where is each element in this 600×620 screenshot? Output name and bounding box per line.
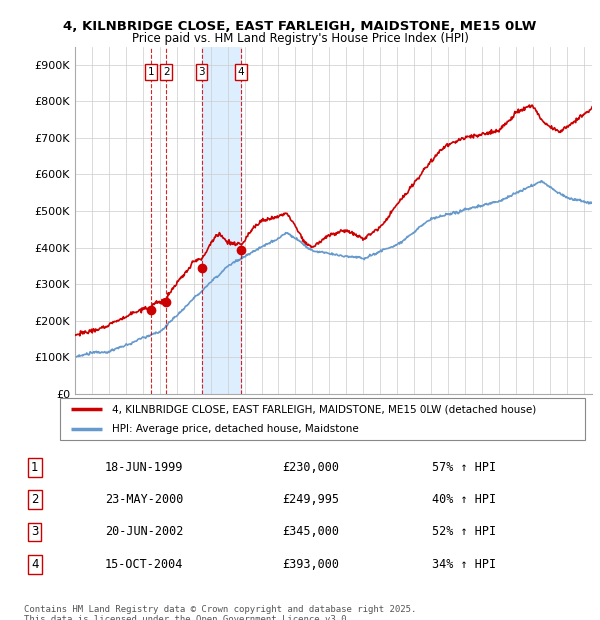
Text: 40% ↑ HPI: 40% ↑ HPI bbox=[432, 494, 496, 506]
Text: 15-OCT-2004: 15-OCT-2004 bbox=[105, 558, 184, 570]
Text: £345,000: £345,000 bbox=[282, 526, 339, 538]
Text: 3: 3 bbox=[198, 67, 205, 77]
Text: 2: 2 bbox=[163, 67, 170, 77]
Text: 3: 3 bbox=[31, 526, 38, 538]
Text: Price paid vs. HM Land Registry's House Price Index (HPI): Price paid vs. HM Land Registry's House … bbox=[131, 32, 469, 45]
Text: 23-MAY-2000: 23-MAY-2000 bbox=[105, 494, 184, 506]
Text: £230,000: £230,000 bbox=[282, 461, 339, 474]
Text: 4, KILNBRIDGE CLOSE, EAST FARLEIGH, MAIDSTONE, ME15 0LW (detached house): 4, KILNBRIDGE CLOSE, EAST FARLEIGH, MAID… bbox=[113, 404, 537, 414]
Text: 1: 1 bbox=[148, 67, 154, 77]
Text: 1: 1 bbox=[31, 461, 38, 474]
Text: £393,000: £393,000 bbox=[282, 558, 339, 570]
Text: Contains HM Land Registry data © Crown copyright and database right 2025.
This d: Contains HM Land Registry data © Crown c… bbox=[24, 604, 416, 620]
Text: 57% ↑ HPI: 57% ↑ HPI bbox=[432, 461, 496, 474]
FancyBboxPatch shape bbox=[60, 398, 585, 440]
Text: £249,995: £249,995 bbox=[282, 494, 339, 506]
Text: 4: 4 bbox=[31, 558, 38, 570]
Text: HPI: Average price, detached house, Maidstone: HPI: Average price, detached house, Maid… bbox=[113, 424, 359, 434]
Text: 4, KILNBRIDGE CLOSE, EAST FARLEIGH, MAIDSTONE, ME15 0LW: 4, KILNBRIDGE CLOSE, EAST FARLEIGH, MAID… bbox=[64, 20, 536, 33]
Text: 2: 2 bbox=[31, 494, 38, 506]
Text: 18-JUN-1999: 18-JUN-1999 bbox=[105, 461, 184, 474]
Bar bbox=[202, 46, 241, 394]
Text: 52% ↑ HPI: 52% ↑ HPI bbox=[432, 526, 496, 538]
Text: 20-JUN-2002: 20-JUN-2002 bbox=[105, 526, 184, 538]
Text: 4: 4 bbox=[238, 67, 244, 77]
Text: 34% ↑ HPI: 34% ↑ HPI bbox=[432, 558, 496, 570]
